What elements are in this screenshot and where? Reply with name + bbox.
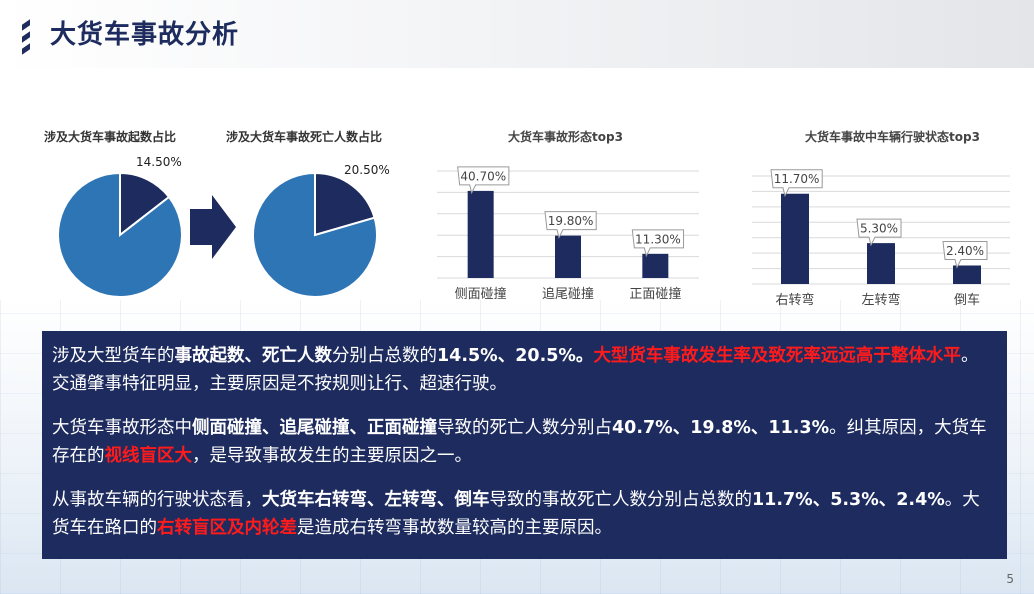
page-number: 5 [1006, 572, 1014, 586]
category-label-0: 侧面碰撞 [455, 287, 507, 302]
p1-bold-1: 事故起数、死亡人数 [174, 346, 333, 366]
data-label-box-1 [544, 211, 597, 240]
right-arrow-icon [190, 195, 236, 259]
pie-chart-death-count [252, 171, 378, 298]
p2-bold-1: 侧面碰撞、追尾碰撞、正面碰撞 [192, 418, 437, 438]
data-label-1: 5.30% [860, 222, 898, 236]
data-label-box-2 [942, 240, 988, 269]
pie-slice-0 [119, 171, 171, 238]
p3-text-1: 从事故车辆的行驶状态看， [52, 490, 262, 510]
data-label-box-0 [457, 166, 510, 195]
bar-0 [781, 193, 809, 284]
category-label-2: 正面碰撞 [629, 287, 681, 302]
data-label-2: 2.40% [946, 244, 984, 258]
pie-slice-1 [252, 171, 378, 298]
p2-text-3: 。纠其原因，大货车存在的 [52, 418, 987, 466]
category-label-1: 左转弯 [861, 292, 900, 308]
category-label-1: 追尾碰撞 [542, 286, 594, 302]
pie2-data-label: 20.50% [344, 163, 390, 177]
pie-slice-1 [57, 171, 183, 298]
p1-text-3: 。交通肇事特征明显，主要原因是不按规则让行、超速行驶。 [52, 346, 979, 394]
p3-bold-2: 11.7%、5.3%、2.4% [752, 490, 945, 510]
p1-text-2: 分别占总数的 [332, 346, 437, 366]
pie-chart-accident-count [57, 171, 183, 298]
data-label-0: 40.70% [460, 169, 506, 183]
p2-bold-2: 40.7%、19.8%、11.3% [612, 418, 830, 438]
page-title: 大货车事故分析 [50, 20, 240, 50]
data-label-1: 19.80% [548, 214, 594, 228]
bar-1 [555, 235, 581, 278]
bar1-title: 大货车事故形态top3 [508, 130, 623, 144]
p1-highlight: 大型货车事故发生率及致死率远远高于整体水平 [593, 346, 961, 366]
bar-chart-accident-form: 40.70% 侧面碰撞 19.80% 追尾碰撞 11.30% 正面碰撞 [437, 166, 699, 302]
p2-text-1: 大货车事故形态中 [52, 418, 192, 438]
summary-box: 涉及大型货车的事故起数、死亡人数分别占总数的14.5%、20.5%。大型货车事故… [42, 331, 1007, 559]
p2-text-4: ，是导致事故发生的主要原因之一。 [192, 446, 472, 466]
data-label-2: 11.30% [635, 232, 681, 246]
summary-paragraph-3: 从事故车辆的行驶状态看，大货车右转弯、左转弯、倒车导致的事故死亡人数分别占总数的… [52, 486, 993, 542]
category-label-2: 倒车 [954, 292, 980, 308]
p3-text-2: 导致的事故死亡人数分别占总数的 [489, 490, 753, 510]
bar-2 [642, 253, 669, 278]
data-label-box-2 [631, 229, 685, 258]
pie1-title: 涉及大货车事故起数占比 [44, 130, 177, 144]
bar-2 [953, 265, 981, 284]
bar-0 [467, 190, 494, 278]
p3-text-3: 。大货车在路口的 [52, 490, 980, 538]
category-label-0: 右转弯 [775, 292, 814, 308]
p2-text-2: 导致的死亡人数分别占 [437, 418, 612, 438]
bar-1 [867, 243, 895, 284]
p2-highlight: 视线盲区大 [104, 446, 193, 466]
title-bar: 大货车事故分析 [0, 0, 1034, 68]
bar2-title: 大货车事故中车辆行驶状态top3 [805, 130, 980, 144]
pie1-data-label: 14.50% [136, 155, 182, 169]
data-label-box-0 [770, 169, 823, 198]
summary-paragraph-2: 大货车事故形态中侧面碰撞、追尾碰撞、正面碰撞导致的死亡人数分别占40.7%、19… [52, 414, 993, 470]
data-label-box-1 [856, 218, 902, 247]
title-accent-mark [22, 19, 30, 55]
summary-paragraph-1: 涉及大型货车的事故起数、死亡人数分别占总数的14.5%、20.5%。大型货车事故… [52, 342, 993, 398]
p3-highlight: 右转盲区及内轮差 [157, 518, 297, 538]
p3-bold-1: 大货车右转弯、左转弯、倒车 [262, 490, 490, 510]
p3-text-4: 是造成右转弯事故数量较高的主要原因。 [297, 518, 612, 538]
p1-text-1: 涉及大型货车的 [52, 346, 175, 366]
data-label-0: 11.70% [774, 172, 820, 186]
p1-bold-2: 14.5%、20.5%。 [437, 346, 594, 366]
pie2-title: 涉及大货车事故死亡人数占比 [226, 130, 383, 144]
bar-chart-driving-state: 11.70% 右转弯 5.30% 左转弯 2.40% 倒车 [752, 169, 1010, 308]
pie-slice-0 [314, 171, 376, 237]
